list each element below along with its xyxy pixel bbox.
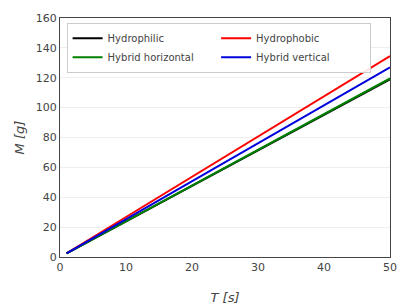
svg-text:10: 10 — [119, 261, 133, 274]
svg-text:30: 30 — [251, 261, 265, 274]
svg-text:T [s]: T [s] — [211, 290, 240, 305]
svg-text:50: 50 — [383, 261, 397, 274]
svg-text:40: 40 — [43, 191, 57, 204]
svg-text:40: 40 — [317, 261, 331, 274]
svg-text:Hydrophobic: Hydrophobic — [256, 33, 319, 44]
svg-text:0: 0 — [57, 261, 64, 274]
svg-text:100: 100 — [36, 101, 57, 114]
svg-text:140: 140 — [36, 42, 57, 55]
svg-text:Hydrophilic: Hydrophilic — [108, 33, 164, 44]
svg-text:120: 120 — [36, 72, 57, 85]
svg-text:Hybrid horizontal: Hybrid horizontal — [108, 52, 194, 63]
svg-text:80: 80 — [43, 131, 57, 144]
svg-text:60: 60 — [43, 161, 57, 174]
svg-text:0: 0 — [50, 251, 57, 264]
svg-text:M [g]: M [g] — [12, 121, 27, 155]
svg-text:20: 20 — [43, 221, 57, 234]
svg-text:20: 20 — [185, 261, 199, 274]
svg-text:Hybrid vertical: Hybrid vertical — [256, 52, 330, 63]
svg-text:160: 160 — [36, 12, 57, 25]
